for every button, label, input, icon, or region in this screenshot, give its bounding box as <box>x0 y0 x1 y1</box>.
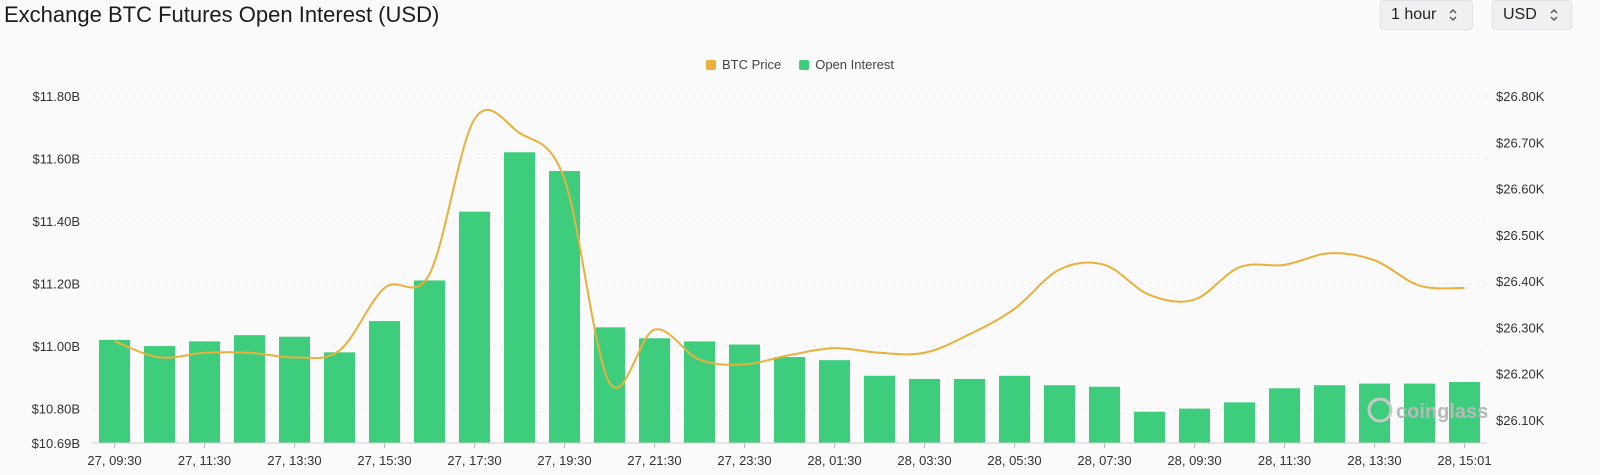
open-interest-bar <box>1449 382 1480 443</box>
right-axis-tick-label: $26.80K <box>1496 89 1545 104</box>
interval-select-value: 1 hour <box>1391 6 1437 23</box>
x-axis-tick-label: 28, 13:30 <box>1347 453 1401 468</box>
open-interest-bar <box>1044 385 1075 443</box>
legend-swatch-btc-price <box>705 59 716 70</box>
open-interest-bar <box>324 352 355 443</box>
legend-item-open-interest[interactable]: Open Interest <box>799 57 894 72</box>
watermark-text: coinglass <box>1396 401 1488 423</box>
x-axis-tick-label: 28, 11:30 <box>1258 453 1311 468</box>
open-interest-bar <box>999 375 1030 443</box>
open-interest-bar <box>1089 386 1120 443</box>
coinglass-logo-icon <box>1367 397 1393 423</box>
legend-label-btc-price: BTC Price <box>721 57 782 72</box>
left-axis-tick-label: $11.80B <box>33 89 80 104</box>
x-axis-tick-label: 27, 09:30 <box>87 453 141 468</box>
legend-item-btc-price[interactable]: BTC Price <box>705 57 782 72</box>
legend-label-open-interest: Open Interest <box>815 57 894 72</box>
open-interest-bar <box>1224 402 1255 443</box>
open-interest-bar <box>234 335 265 443</box>
open-interest-bar <box>909 378 940 443</box>
open-interest-bar <box>99 339 130 443</box>
open-interest-bar <box>549 171 580 443</box>
open-interest-bar <box>144 346 175 443</box>
x-axis-tick-label: 27, 13:30 <box>267 453 321 468</box>
x-axis-tick-label: 28, 15:01 <box>1437 453 1491 468</box>
right-axis-tick-label: $26.20K <box>1496 367 1545 382</box>
open-interest-bar <box>504 152 535 443</box>
currency-select-value: USD <box>1503 6 1537 23</box>
left-axis-tick-label: $11.20B <box>33 277 80 292</box>
open-interest-bar <box>729 344 760 443</box>
left-axis-tick-label: $11.60B <box>33 152 80 167</box>
left-axis-tick-label: $11.00B <box>33 339 80 354</box>
open-interest-bar <box>864 375 895 443</box>
x-axis-tick-label: 28, 05:30 <box>987 453 1041 468</box>
right-axis-tick-label: $26.50K <box>1496 228 1545 243</box>
open-interest-bar <box>189 341 220 443</box>
x-axis-tick-label: 28, 07:30 <box>1077 453 1131 468</box>
open-interest-bar <box>459 211 490 443</box>
open-interest-bar <box>369 321 400 443</box>
x-axis-tick-label: 27, 15:30 <box>357 453 411 468</box>
open-interest-bar <box>1359 383 1390 443</box>
open-interest-bar <box>279 336 310 443</box>
btc-price-line <box>114 109 1465 389</box>
chevron-up-down-icon <box>1448 7 1458 23</box>
currency-select[interactable]: USD <box>1492 0 1572 30</box>
x-axis-tick-label: 28, 01:30 <box>807 453 861 468</box>
right-axis-tick-label: $26.60K <box>1496 182 1545 197</box>
x-axis-tick-label: 27, 19:30 <box>537 453 591 468</box>
open-interest-bar <box>1269 388 1300 443</box>
open-interest-bar <box>1404 383 1435 443</box>
right-axis-tick-label: $26.70K <box>1496 135 1545 150</box>
open-interest-bar <box>1179 408 1210 443</box>
right-axis-tick-label: $26.30K <box>1496 320 1545 335</box>
page-title: Exchange BTC Futures Open Interest (USD) <box>4 2 440 27</box>
x-axis-tick-label: 27, 17:30 <box>447 453 501 468</box>
right-axis-tick-label: $26.40K <box>1496 274 1545 289</box>
open-interest-bar <box>684 341 715 443</box>
right-axis-tick-label: $26.10K <box>1496 413 1545 428</box>
chevron-up-down-icon <box>1549 7 1559 23</box>
open-interest-bar <box>639 338 670 443</box>
left-axis-tick-label: $10.69B <box>32 436 80 451</box>
left-axis-tick-label: $11.40B <box>33 214 80 229</box>
x-axis-tick-label: 27, 11:30 <box>178 453 231 468</box>
open-interest-bar <box>954 378 985 443</box>
open-interest-bar <box>774 357 805 443</box>
open-interest-bar <box>1314 385 1345 443</box>
x-axis-tick-label: 28, 03:30 <box>897 453 951 468</box>
chart-legend: BTC Price Open Interest <box>0 57 1600 72</box>
x-axis-tick-label: 27, 21:30 <box>627 453 681 468</box>
left-axis-tick-label: $10.80B <box>32 402 80 417</box>
open-interest-bar <box>1134 411 1165 443</box>
interval-select[interactable]: 1 hour <box>1380 0 1473 30</box>
x-axis-tick-label: 28, 09:30 <box>1167 453 1221 468</box>
x-axis-tick-label: 27, 23:30 <box>717 453 771 468</box>
legend-swatch-open-interest <box>799 59 810 70</box>
open-interest-bar <box>819 360 850 443</box>
open-interest-bar <box>414 280 445 443</box>
